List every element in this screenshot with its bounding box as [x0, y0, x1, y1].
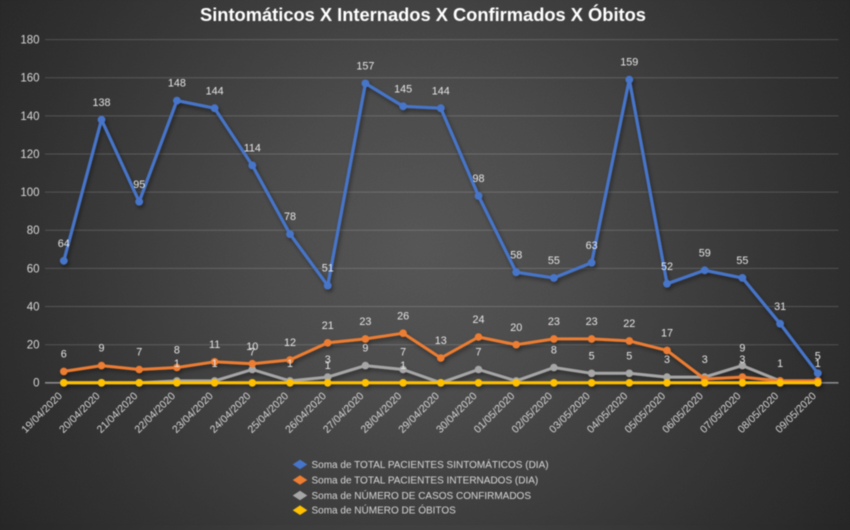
svg-text:3: 3: [739, 354, 745, 366]
svg-text:3: 3: [702, 354, 708, 366]
svg-text:64: 64: [58, 238, 70, 250]
svg-text:52: 52: [661, 261, 673, 273]
svg-text:8: 8: [174, 345, 180, 357]
svg-text:Soma de TOTAL PACIENTES INTERN: Soma de TOTAL PACIENTES INTERNADOS (DIA): [312, 475, 539, 486]
svg-text:7: 7: [475, 347, 481, 359]
svg-text:Soma de NÚMERO DE CASOS CONFIR: Soma de NÚMERO DE CASOS CONFIRMADOS: [312, 489, 532, 502]
svg-text:1: 1: [777, 358, 783, 370]
svg-text:8: 8: [551, 345, 557, 357]
svg-text:22: 22: [623, 318, 635, 330]
svg-text:12: 12: [284, 337, 296, 349]
svg-text:160: 160: [20, 73, 39, 85]
svg-text:31: 31: [774, 301, 786, 313]
svg-text:40: 40: [27, 301, 40, 313]
svg-text:23: 23: [359, 316, 371, 328]
svg-text:20: 20: [510, 322, 522, 334]
svg-text:10: 10: [246, 341, 258, 353]
svg-text:9: 9: [362, 343, 368, 355]
svg-text:Soma de NÚMERO DE ÓBITOS: Soma de NÚMERO DE ÓBITOS: [312, 504, 457, 517]
svg-text:17: 17: [661, 328, 673, 340]
svg-text:145: 145: [394, 83, 412, 95]
svg-text:144: 144: [206, 85, 224, 97]
svg-text:63: 63: [586, 240, 598, 252]
svg-text:80: 80: [27, 225, 40, 237]
svg-text:100: 100: [20, 187, 39, 199]
svg-text:7: 7: [400, 347, 406, 359]
svg-text:157: 157: [356, 61, 374, 73]
svg-text:159: 159: [620, 57, 638, 69]
svg-text:95: 95: [133, 179, 145, 191]
svg-text:5: 5: [815, 350, 821, 362]
svg-text:1: 1: [174, 358, 180, 370]
svg-text:13: 13: [435, 335, 447, 347]
svg-text:55: 55: [548, 255, 560, 267]
svg-text:59: 59: [699, 247, 711, 259]
svg-text:138: 138: [92, 97, 110, 109]
svg-text:140: 140: [20, 111, 39, 123]
svg-text:23: 23: [548, 316, 560, 328]
svg-text:60: 60: [27, 263, 40, 275]
svg-text:1: 1: [400, 360, 406, 372]
svg-text:114: 114: [244, 143, 261, 155]
svg-text:5: 5: [589, 350, 595, 362]
svg-text:Sintomáticos X Internados X Co: Sintomáticos X Internados X Confirmados …: [200, 4, 646, 25]
svg-text:58: 58: [510, 249, 522, 261]
svg-text:20: 20: [27, 340, 40, 352]
svg-text:78: 78: [284, 211, 296, 223]
svg-text:9: 9: [98, 343, 104, 355]
svg-text:1: 1: [325, 360, 331, 372]
svg-text:1: 1: [212, 358, 218, 370]
svg-text:148: 148: [168, 78, 186, 90]
svg-text:21: 21: [322, 320, 334, 332]
svg-text:144: 144: [432, 85, 450, 97]
svg-text:3: 3: [664, 354, 670, 366]
svg-text:9: 9: [739, 343, 745, 355]
svg-text:51: 51: [322, 263, 334, 275]
svg-text:5: 5: [626, 350, 632, 362]
svg-text:1: 1: [287, 358, 293, 370]
svg-text:3: 3: [325, 354, 331, 366]
svg-text:0: 0: [33, 378, 39, 390]
svg-text:180: 180: [20, 35, 39, 47]
svg-text:55: 55: [736, 255, 748, 267]
svg-text:7: 7: [249, 347, 255, 359]
svg-text:7: 7: [136, 347, 142, 359]
svg-text:120: 120: [20, 149, 39, 161]
svg-text:98: 98: [472, 173, 484, 185]
svg-text:24: 24: [472, 314, 484, 326]
svg-text:26: 26: [397, 310, 409, 322]
svg-text:6: 6: [61, 349, 67, 361]
svg-text:23: 23: [586, 316, 598, 328]
svg-text:1: 1: [815, 358, 821, 370]
svg-text:Soma de TOTAL PACIENTES SINTOM: Soma de TOTAL PACIENTES SINTOMÁTICOS (DI…: [312, 458, 549, 471]
svg-text:11: 11: [209, 339, 220, 351]
